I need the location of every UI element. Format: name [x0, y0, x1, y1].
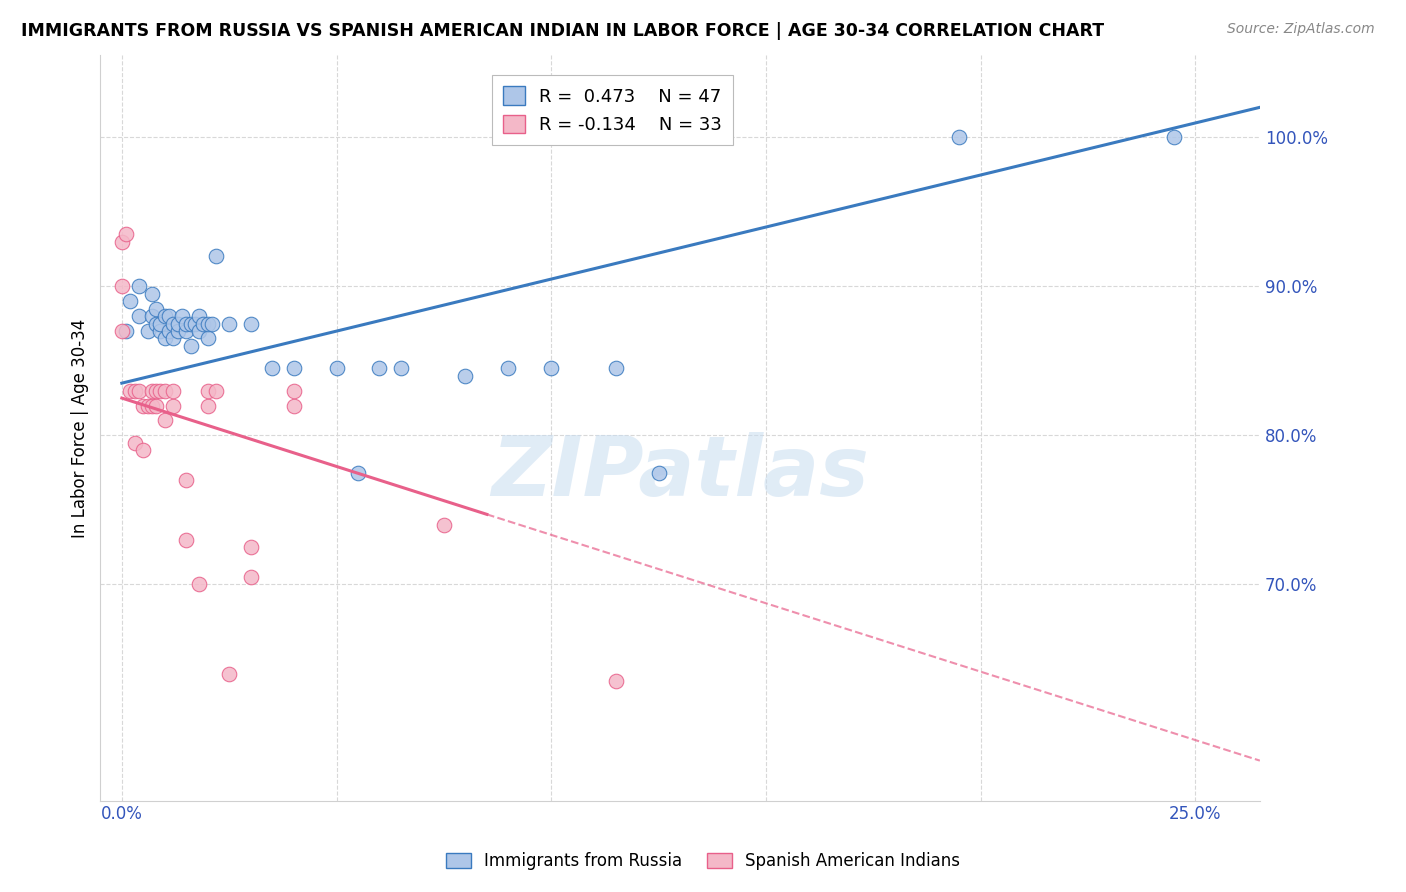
- Point: [170, 309, 193, 323]
- Legend: Immigrants from Russia, Spanish American Indians: Immigrants from Russia, Spanish American…: [439, 846, 967, 877]
- Point: [141, 384, 163, 398]
- Point: [115, 324, 138, 338]
- Point: [153, 309, 176, 323]
- Point: [197, 384, 219, 398]
- Point: [283, 399, 305, 413]
- Point: [111, 324, 134, 338]
- Point: [193, 317, 215, 331]
- Point: [136, 399, 159, 413]
- Point: [180, 339, 202, 353]
- Point: [111, 235, 134, 249]
- Point: [347, 466, 370, 480]
- Point: [454, 368, 477, 383]
- Point: [149, 384, 172, 398]
- Point: [115, 227, 138, 241]
- Point: [174, 324, 197, 338]
- Point: [283, 361, 305, 376]
- Point: [184, 317, 207, 331]
- Point: [166, 324, 188, 338]
- Point: [166, 317, 188, 331]
- Point: [153, 413, 176, 427]
- Point: [605, 361, 627, 376]
- Point: [132, 443, 155, 458]
- Point: [174, 533, 197, 547]
- Point: [141, 399, 163, 413]
- Point: [153, 384, 176, 398]
- Point: [128, 384, 150, 398]
- Text: ZIPatlas: ZIPatlas: [491, 432, 869, 513]
- Point: [239, 540, 262, 554]
- Point: [188, 309, 211, 323]
- Point: [136, 324, 159, 338]
- Point: [153, 331, 176, 345]
- Point: [124, 384, 146, 398]
- Point: [180, 317, 202, 331]
- Point: [132, 399, 155, 413]
- Point: [201, 317, 224, 331]
- Point: [205, 249, 228, 263]
- Point: [149, 317, 172, 331]
- Point: [145, 301, 167, 316]
- Point: [157, 309, 180, 323]
- Point: [111, 279, 134, 293]
- Y-axis label: In Labor Force | Age 30-34: In Labor Force | Age 30-34: [72, 318, 89, 538]
- Point: [605, 674, 627, 689]
- Point: [325, 361, 347, 376]
- Text: IMMIGRANTS FROM RUSSIA VS SPANISH AMERICAN INDIAN IN LABOR FORCE | AGE 30-34 COR: IMMIGRANTS FROM RUSSIA VS SPANISH AMERIC…: [21, 22, 1104, 40]
- Point: [368, 361, 391, 376]
- Point: [162, 399, 184, 413]
- Point: [498, 361, 520, 376]
- Point: [145, 399, 167, 413]
- Point: [218, 666, 240, 681]
- Point: [218, 317, 240, 331]
- Point: [128, 279, 150, 293]
- Point: [128, 309, 150, 323]
- Point: [1163, 130, 1185, 145]
- Point: [188, 577, 211, 591]
- Point: [120, 384, 142, 398]
- Point: [283, 384, 305, 398]
- Point: [647, 466, 669, 480]
- Point: [205, 384, 228, 398]
- Point: [162, 384, 184, 398]
- Point: [188, 324, 211, 338]
- Point: [948, 130, 970, 145]
- Point: [124, 435, 146, 450]
- Point: [141, 309, 163, 323]
- Point: [174, 317, 197, 331]
- Point: [149, 324, 172, 338]
- Legend: R =  0.473    N = 47, R = -0.134    N = 33: R = 0.473 N = 47, R = -0.134 N = 33: [492, 75, 733, 145]
- Point: [145, 317, 167, 331]
- Point: [262, 361, 284, 376]
- Point: [239, 317, 262, 331]
- Point: [433, 517, 456, 532]
- Point: [162, 317, 184, 331]
- Point: [141, 286, 163, 301]
- Point: [239, 570, 262, 584]
- Text: Source: ZipAtlas.com: Source: ZipAtlas.com: [1227, 22, 1375, 37]
- Point: [540, 361, 562, 376]
- Point: [389, 361, 412, 376]
- Point: [120, 294, 142, 309]
- Point: [197, 399, 219, 413]
- Point: [197, 317, 219, 331]
- Point: [145, 384, 167, 398]
- Point: [197, 331, 219, 345]
- Point: [174, 473, 197, 487]
- Point: [162, 331, 184, 345]
- Point: [157, 324, 180, 338]
